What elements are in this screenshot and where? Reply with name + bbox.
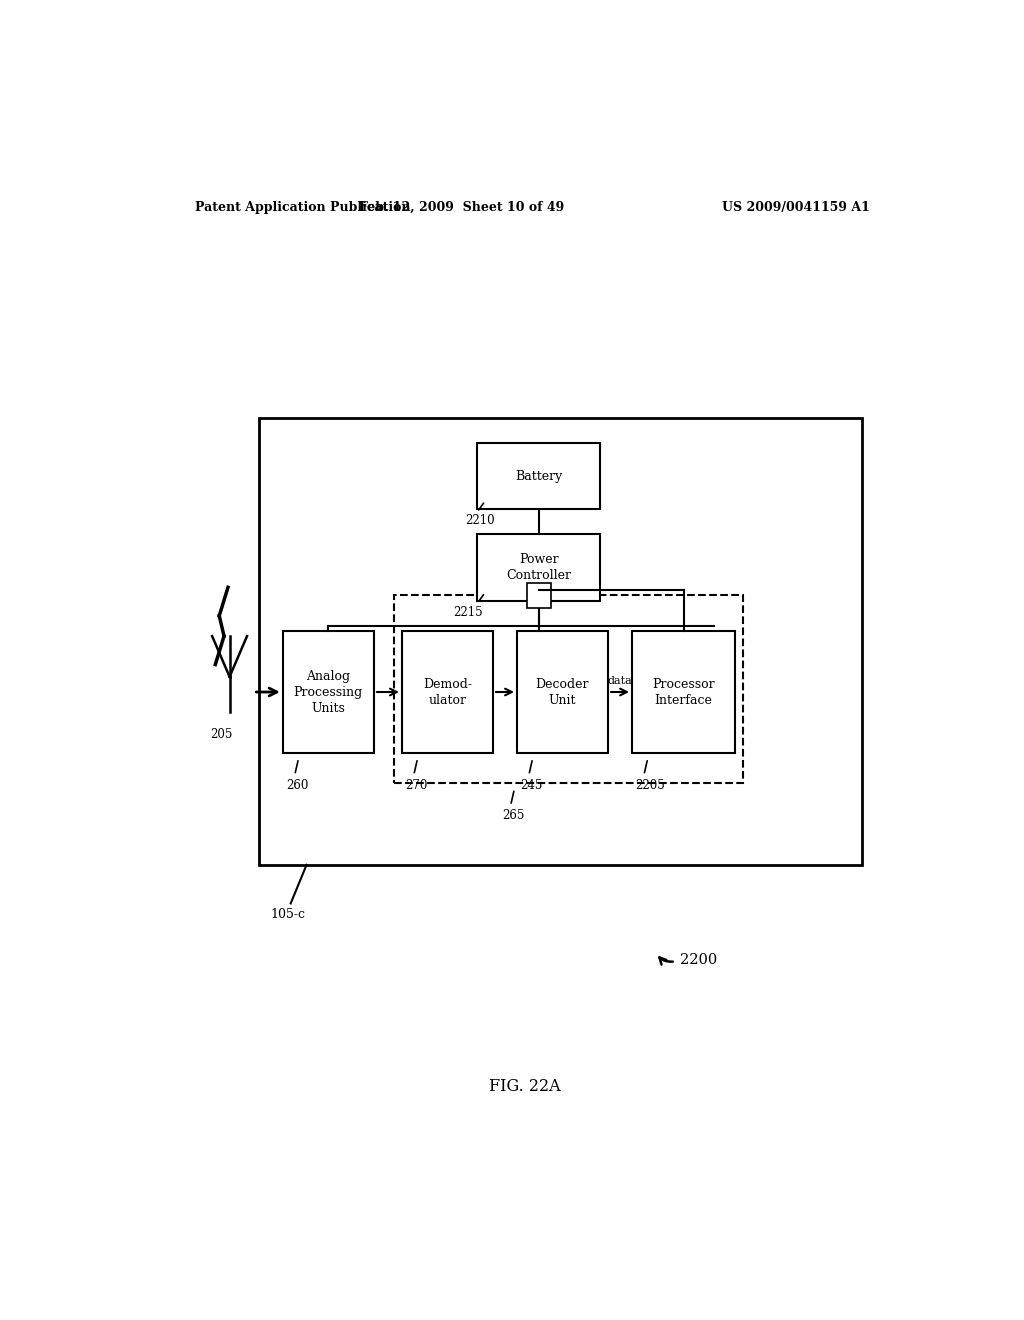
Bar <box>283 631 374 752</box>
Text: 2210: 2210 <box>465 515 495 527</box>
Bar <box>477 444 600 510</box>
Bar <box>526 582 551 609</box>
Bar <box>401 631 494 752</box>
Bar <box>477 535 600 601</box>
Text: Battery: Battery <box>515 470 562 483</box>
Bar <box>517 631 608 752</box>
Text: Analog
Processing
Units: Analog Processing Units <box>294 669 364 714</box>
Bar <box>259 417 862 865</box>
Bar <box>394 595 743 784</box>
Text: Patent Application Publication: Patent Application Publication <box>196 201 411 214</box>
Bar <box>632 631 735 752</box>
Text: Processor
Interface: Processor Interface <box>652 677 715 706</box>
Text: FIG. 22A: FIG. 22A <box>489 1078 560 1096</box>
Text: 2205: 2205 <box>635 779 665 792</box>
Text: 260: 260 <box>286 779 308 792</box>
Text: Feb. 12, 2009  Sheet 10 of 49: Feb. 12, 2009 Sheet 10 of 49 <box>358 201 564 214</box>
Text: 270: 270 <box>404 779 427 792</box>
Text: US 2009/0041159 A1: US 2009/0041159 A1 <box>722 201 870 214</box>
Text: Demod-
ulator: Demod- ulator <box>423 677 472 706</box>
Text: Decoder
Unit: Decoder Unit <box>536 677 589 706</box>
Text: 265: 265 <box>502 809 524 822</box>
Text: 2215: 2215 <box>454 606 483 619</box>
Text: 105-c: 105-c <box>270 908 306 920</box>
Text: Power
Controller: Power Controller <box>506 553 571 582</box>
Text: 2200: 2200 <box>680 953 717 968</box>
Text: 205: 205 <box>210 727 232 741</box>
Text: data: data <box>607 676 633 686</box>
Text: 245: 245 <box>520 779 543 792</box>
